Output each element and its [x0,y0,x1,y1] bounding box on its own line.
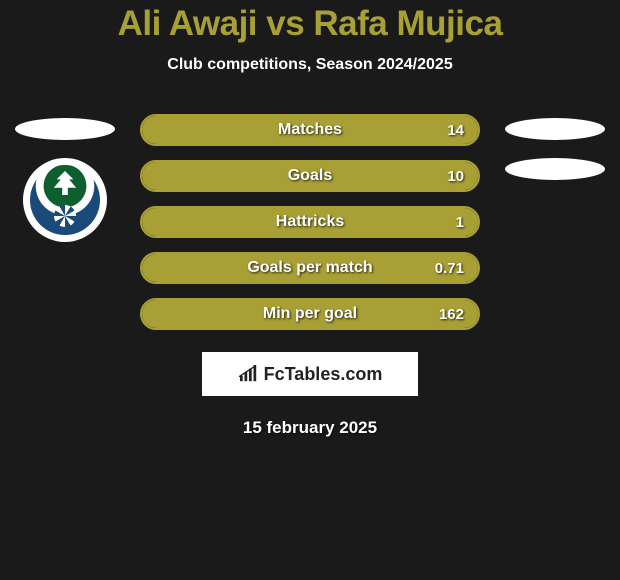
stat-bar-matches: Matches 14 [140,114,480,146]
page-title: Ali Awaji vs Rafa Mujica [118,4,503,44]
brand-box: FcTables.com [202,352,418,396]
stat-label: Min per goal [263,305,357,323]
page-subtitle: Club competitions, Season 2024/2025 [167,56,452,74]
footer-date: 15 february 2025 [243,418,377,438]
stat-label: Matches [278,121,342,139]
soccer-ball-icon [54,205,76,227]
stat-value: 10 [447,168,464,185]
bar-chart-icon [238,365,260,383]
page-container: Ali Awaji vs Rafa Mujica Club competitio… [0,0,620,438]
stat-value: 1 [456,214,464,231]
palm-tree-icon [51,171,79,195]
player-photo-placeholder [505,118,605,140]
left-player-column [10,114,120,242]
club-crest-graphic [30,165,100,235]
brand-text: FcTables.com [264,364,383,385]
stats-panel: Matches 14 Goals 10 Hattricks 1 Goals pe… [140,114,480,330]
stat-bar-goals-per-match: Goals per match 0.71 [140,252,480,284]
stat-label: Hattricks [276,213,344,231]
player-photo-placeholder [15,118,115,140]
club-crest-placeholder [505,158,605,180]
club-crest [23,158,107,242]
stat-value: 14 [447,122,464,139]
stat-label: Goals [288,167,332,185]
stat-bar-goals: Goals 10 [140,160,480,192]
right-player-column [500,114,610,180]
stat-label: Goals per match [247,259,372,277]
stat-value: 162 [439,306,464,323]
stat-bar-min-per-goal: Min per goal 162 [140,298,480,330]
main-row: Matches 14 Goals 10 Hattricks 1 Goals pe… [0,114,620,330]
stat-value: 0.71 [435,260,464,277]
stat-bar-hattricks: Hattricks 1 [140,206,480,238]
